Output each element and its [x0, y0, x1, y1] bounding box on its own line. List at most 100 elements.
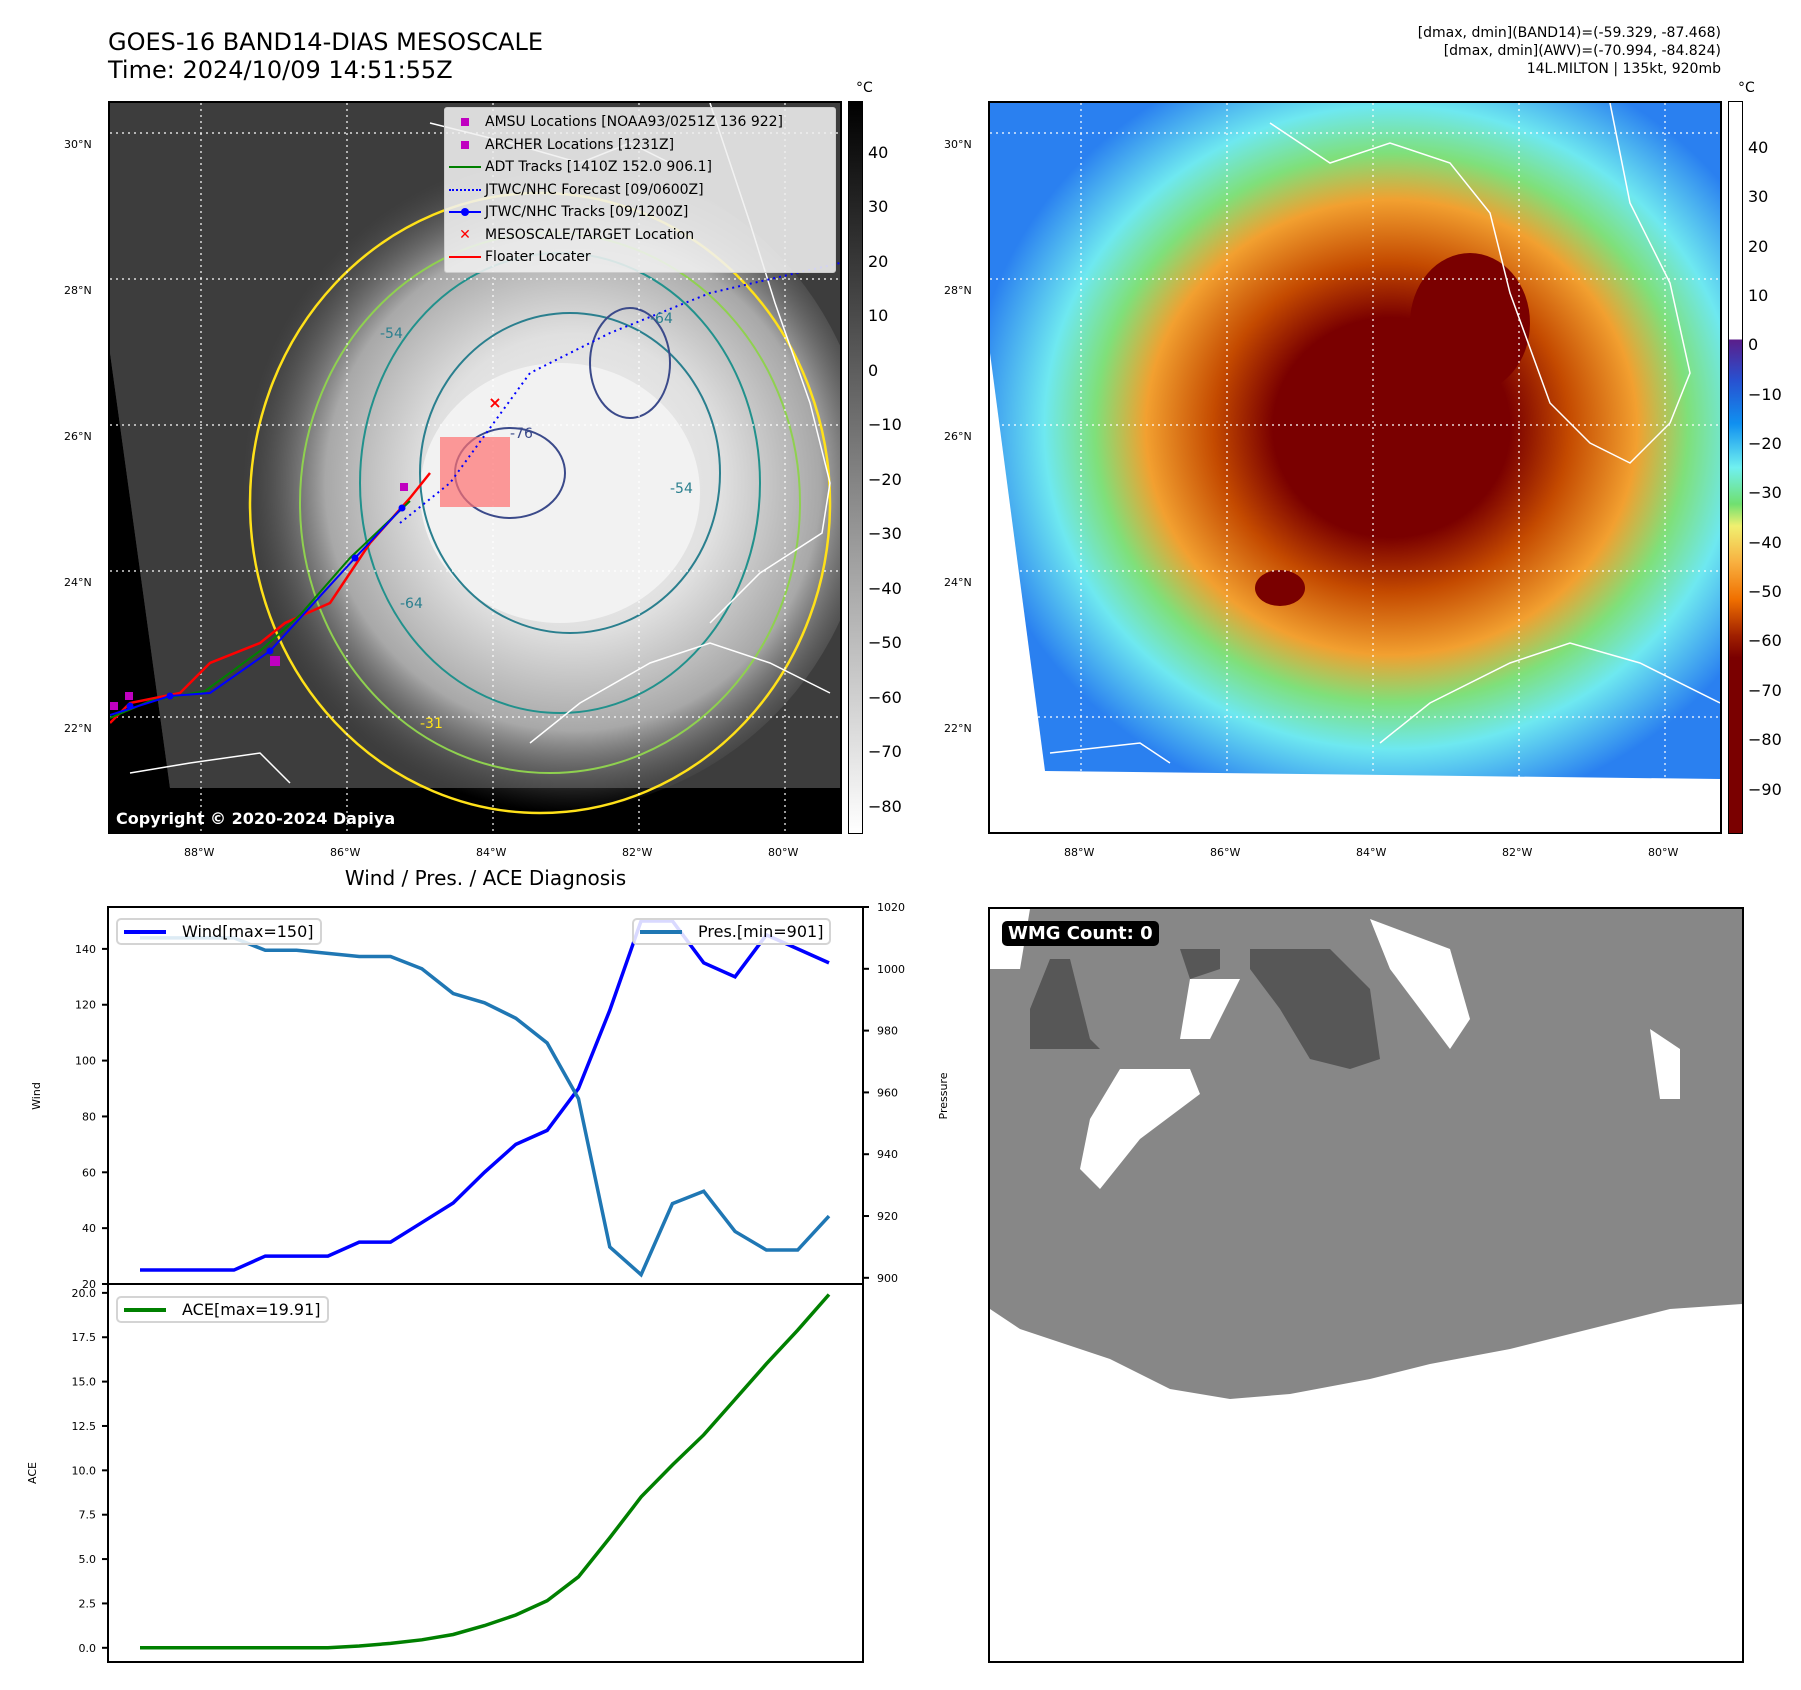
- contour-label: -31: [420, 716, 443, 732]
- wmg-count-badge: WMG Count: 0: [1002, 921, 1159, 946]
- amsu-points: [110, 483, 408, 710]
- wind-axis-label: Wind: [30, 1082, 43, 1110]
- legend-label: ARCHER Locations [1231Z]: [485, 136, 675, 153]
- lon-label: 84°W: [476, 846, 507, 859]
- colorbar-tick-label: −70: [1748, 680, 1782, 700]
- wmg-grid: [990, 909, 1742, 1661]
- colorbar-tick-label: −10: [1748, 384, 1782, 404]
- map-legend: AMSU Locations [NOAA93/0251Z 136 922] AR…: [444, 107, 836, 273]
- legend-item-jtwc-tracks: JTWC/NHC Tracks [09/1200Z]: [445, 201, 835, 224]
- wmg-clear-strip: [1370, 919, 1470, 1049]
- colorbar-tick-label: −30: [868, 524, 902, 544]
- title-line-2: Time: 2024/10/09 14:51:55Z: [108, 56, 453, 84]
- wind-pressure-axes: 20 40 60 80 100 120 140 900 920 940 960 980 1000 1020: [75, 901, 905, 1291]
- stats-block: [dmax, dmin](BAND14)=(-59.329, -87.468) …: [1418, 24, 1721, 78]
- colorbar-tick-label: −60: [868, 687, 902, 707]
- lon-label: 86°W: [1210, 846, 1241, 859]
- awv-field: [990, 103, 1720, 779]
- wind-tick-label: 20: [82, 1278, 96, 1291]
- lon-label: 88°W: [1064, 846, 1095, 859]
- legend-label: AMSU Locations [NOAA93/0251Z 136 922]: [485, 114, 784, 131]
- wind-legend: Wind[max=150]: [116, 918, 322, 945]
- lon-label: 84°W: [1356, 846, 1387, 859]
- green-line-icon: [445, 166, 485, 169]
- colorbar-tick-label: −50: [868, 633, 902, 653]
- lon-label: 82°W: [622, 846, 653, 859]
- lon-label: 88°W: [184, 846, 215, 859]
- storm-info: 14L.MILTON | 135kt, 920mb: [1526, 61, 1721, 77]
- lon-label: 80°W: [1648, 846, 1679, 859]
- lat-label: 26°N: [944, 430, 972, 443]
- colorbar-tick-label: −40: [1748, 532, 1782, 552]
- adt-track: [110, 500, 411, 719]
- stats-awv: [dmax, dmin](AWV)=(-70.994, -84.824): [1443, 43, 1721, 59]
- square-marker-icon: [445, 118, 485, 127]
- ace-tick-label: 5.0: [79, 1553, 97, 1566]
- coastline-florida: [1269, 103, 1691, 464]
- colorbar-tick-label: −40: [868, 578, 902, 598]
- line-dot-icon: [445, 208, 485, 217]
- wmg-clear-patch: [1080, 1069, 1200, 1189]
- contour-label: -64: [650, 311, 673, 327]
- lat-label: 26°N: [64, 430, 92, 443]
- lat-label: 24°N: [64, 576, 92, 589]
- colorbar-tick-label: 10: [1748, 285, 1769, 305]
- wind-plot-frame: [107, 906, 864, 1285]
- legend-label: Floater Locater: [485, 249, 591, 266]
- legend-item-archer: ARCHER Locations [1231Z]: [445, 134, 835, 157]
- lon-label: 86°W: [330, 846, 361, 859]
- ace-tick-label: 17.5: [72, 1331, 97, 1344]
- colorbar-tick-label: 20: [1748, 236, 1769, 256]
- awv-colorbar: [1728, 101, 1743, 834]
- colorbar-tick-label: 0: [868, 360, 879, 380]
- wmg-clear-band: [1650, 1029, 1680, 1099]
- ace-axis-label: ACE: [26, 1462, 39, 1484]
- colorbar-tick-label: −80: [1748, 730, 1782, 750]
- lat-label: 22°N: [944, 722, 972, 735]
- wind-tick-label: 80: [82, 1110, 96, 1123]
- pressure-tick-label: 960: [877, 1086, 898, 1099]
- colorbar-tick-label: 40: [1748, 137, 1769, 157]
- ace-tick-label: 7.5: [79, 1509, 97, 1522]
- pressure-tick-label: 900: [877, 1272, 898, 1285]
- contour-label: -54: [380, 326, 403, 342]
- coastline-cuba: [129, 642, 831, 784]
- colorbar-tick-label: −80: [868, 796, 902, 816]
- wind-line: [140, 919, 830, 1272]
- lon-label: 80°W: [768, 846, 799, 859]
- wind-tick-label: 40: [82, 1222, 96, 1235]
- wmg-dark-patch: [1250, 949, 1380, 1069]
- jtwc-track: [110, 507, 403, 716]
- graticule: [990, 103, 1720, 779]
- stats-band14: [dmax, dmin](BAND14)=(-59.329, -87.468): [1417, 25, 1721, 41]
- legend-label: JTWC/NHC Tracks [09/1200Z]: [485, 204, 689, 221]
- pressure-tick-label: 1020: [877, 901, 905, 914]
- figure-title: GOES-16 BAND14-DIAS MESOSCALE Time: 2024…: [108, 28, 543, 84]
- ir-map-panel: × -54 -64 -76 -54 -64 -31 AMSU Locations…: [108, 101, 842, 834]
- ace-tick-label: 12.5: [72, 1420, 97, 1433]
- awv-colorbar-unit: °C: [1738, 80, 1755, 96]
- pressure-axis-label: Pressure: [937, 1072, 950, 1119]
- legend-item-target: ✕ MESOSCALE/TARGET Location: [445, 224, 835, 247]
- contour-teal-inner: [419, 312, 721, 634]
- ace-tick-label: 0.0: [79, 1642, 97, 1655]
- ace-legend: ACE[max=19.91]: [116, 1296, 329, 1323]
- pressure-legend: Pres.[min=901]: [632, 918, 832, 945]
- ace-axes: 0.0 2.5 5.0 7.5 10.0 12.5 15.0 17.5 20.0: [72, 1283, 864, 1663]
- pressure-line-icon: [640, 929, 682, 934]
- ir-colorbar-unit: °C: [856, 80, 873, 96]
- dotted-line-icon: [445, 188, 485, 191]
- colorbar-tick-label: −90: [1748, 779, 1782, 799]
- awv-core-small: [1255, 570, 1305, 606]
- colorbar-tick-label: 30: [868, 197, 889, 217]
- contour-label: -76: [510, 426, 533, 442]
- lon-label: 82°W: [1502, 846, 1533, 859]
- wind-legend-label: Wind[max=150]: [182, 922, 314, 941]
- wmg-clear-strip: [1180, 979, 1240, 1039]
- contour-label: -54: [670, 481, 693, 497]
- target-marker: ×: [488, 393, 501, 412]
- legend-item-forecast: JTWC/NHC Forecast [09/0600Z]: [445, 179, 835, 202]
- ace-line-icon: [124, 1307, 166, 1312]
- coastline-cuba: [1049, 642, 1720, 764]
- colorbar-tick-label: 10: [868, 306, 889, 326]
